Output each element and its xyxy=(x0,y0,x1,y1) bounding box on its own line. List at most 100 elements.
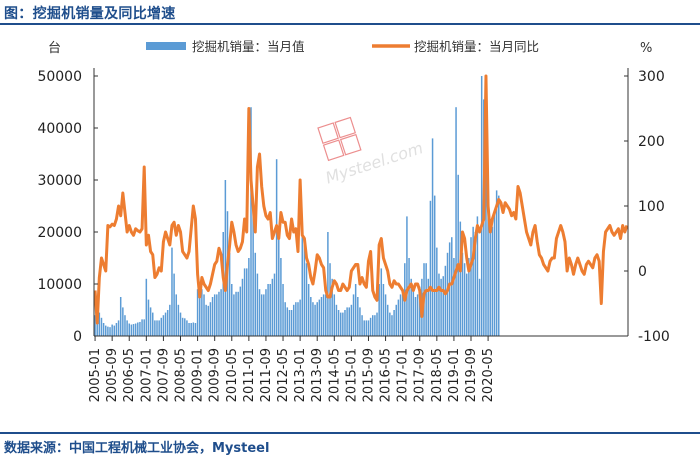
bar xyxy=(220,289,222,336)
bar xyxy=(335,304,338,336)
bar xyxy=(137,322,139,336)
bar xyxy=(359,307,361,336)
bar xyxy=(254,252,257,336)
legend-label-line: 挖掘机销量：当月同比 xyxy=(414,39,539,54)
bar xyxy=(119,297,122,336)
bar xyxy=(406,216,408,336)
bar xyxy=(179,312,182,336)
bar xyxy=(344,310,346,336)
x-tick-label: 2020-05 xyxy=(481,348,496,402)
bar xyxy=(314,304,316,336)
line-series xyxy=(93,74,629,325)
bar xyxy=(429,200,432,336)
bar xyxy=(207,305,210,336)
bar xyxy=(203,294,205,336)
y-right-tick-label: 100 xyxy=(638,199,665,215)
bar xyxy=(365,320,368,336)
bar xyxy=(320,297,323,336)
x-tick-label: 2008-05 xyxy=(174,348,189,402)
bar xyxy=(269,284,271,336)
y-left-tick-label: 20000 xyxy=(37,225,82,241)
x-tick-label: 2011-09 xyxy=(259,348,274,402)
bar-series xyxy=(94,76,500,337)
bar xyxy=(425,263,427,336)
bar xyxy=(275,159,278,336)
y-left-tick-label: 30000 xyxy=(37,173,82,189)
bar xyxy=(433,195,436,336)
bar xyxy=(184,318,186,336)
bar xyxy=(198,286,201,336)
x-tick-label: 2007-01 xyxy=(139,348,154,402)
bar xyxy=(455,107,457,336)
bar xyxy=(235,291,237,336)
bar xyxy=(267,284,269,336)
bar xyxy=(318,299,321,336)
bar xyxy=(312,302,314,336)
bar xyxy=(130,324,133,336)
x-tick-label: 2005-01 xyxy=(88,348,103,402)
bar xyxy=(196,289,199,336)
bar xyxy=(205,304,207,336)
bar xyxy=(401,289,404,336)
bar xyxy=(457,174,459,336)
bar xyxy=(489,219,491,336)
bar xyxy=(117,320,120,336)
y-left-tick-label: 50000 xyxy=(37,69,82,85)
x-tick-label: 2016-05 xyxy=(379,348,394,402)
bar xyxy=(361,315,363,336)
bar xyxy=(367,320,370,336)
bar xyxy=(476,216,479,336)
y-left-unit: 台 xyxy=(48,41,61,56)
bar xyxy=(263,294,265,336)
bar xyxy=(186,320,188,336)
watermark: Mysteel.com xyxy=(317,116,425,188)
bar xyxy=(374,315,376,336)
bar xyxy=(442,276,444,336)
source-note: 数据来源：中国工程机械工业协会，Mysteel xyxy=(4,441,270,456)
bar xyxy=(250,107,252,336)
bar xyxy=(299,299,301,336)
x-tick-label: 2009-09 xyxy=(208,348,223,402)
bar xyxy=(493,211,496,336)
bar xyxy=(327,232,329,336)
bar xyxy=(453,258,455,336)
bar xyxy=(440,278,442,336)
bar xyxy=(342,312,344,336)
bar xyxy=(141,319,143,336)
bar xyxy=(480,76,483,336)
x-tick-label: 2015-01 xyxy=(344,348,359,402)
bar xyxy=(357,297,359,336)
bar xyxy=(393,310,395,336)
y-right-tick-label: 300 xyxy=(638,69,665,85)
bar xyxy=(408,258,410,336)
chart-title: 图：挖掘机销量及同比增速 xyxy=(4,6,176,22)
bar xyxy=(124,315,126,336)
bar xyxy=(173,273,175,336)
bar xyxy=(354,284,357,336)
x-tick-label: 2019-09 xyxy=(464,348,479,402)
y-left-tick-label: 0 xyxy=(73,329,82,345)
bar xyxy=(303,242,306,336)
bar xyxy=(94,315,96,336)
bar xyxy=(384,294,387,336)
bar xyxy=(465,273,468,336)
bar xyxy=(109,327,111,336)
bar xyxy=(175,294,177,336)
bar xyxy=(316,302,318,336)
bar xyxy=(158,320,160,336)
bar xyxy=(224,180,227,336)
bar xyxy=(478,278,481,336)
bar xyxy=(498,195,500,336)
x-tick-label: 2005-09 xyxy=(105,348,120,402)
y-right-unit: % xyxy=(640,41,652,56)
bar xyxy=(201,289,203,336)
bar xyxy=(100,317,103,336)
bar xyxy=(451,237,453,336)
bar xyxy=(301,221,304,336)
x-tick-label: 2013-09 xyxy=(310,348,325,402)
bar xyxy=(431,138,434,336)
bar xyxy=(333,294,336,336)
bar xyxy=(273,273,276,336)
bar xyxy=(271,278,274,336)
x-tick-label: 2010-05 xyxy=(225,348,240,402)
